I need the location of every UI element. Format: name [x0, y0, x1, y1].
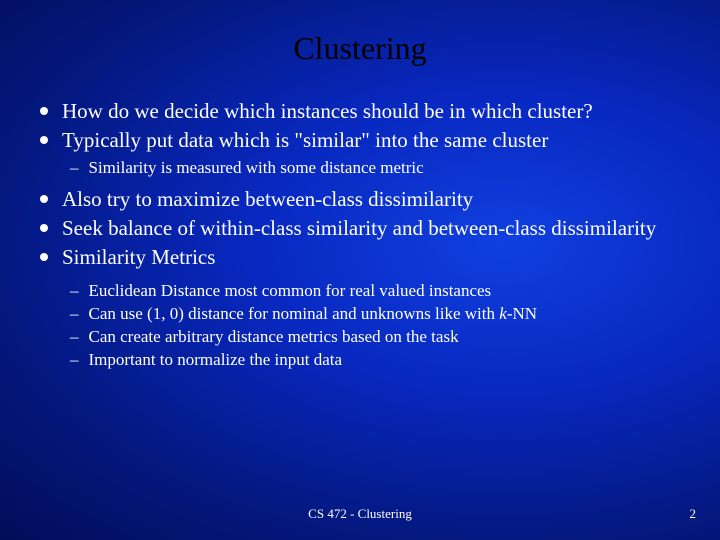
dash-icon: – [70, 349, 79, 370]
bullet-l2: – Similarity is measured with some dista… [70, 157, 680, 178]
bullet-text: Similarity Metrics [62, 244, 680, 270]
bullet-l1: Also try to maximize between-class dissi… [40, 186, 680, 212]
bullet-icon [40, 107, 48, 115]
bullet-icon [40, 224, 48, 232]
bullet-l2: – Can create arbitrary distance metrics … [70, 326, 680, 347]
bullet-l2: – Important to normalize the input data [70, 349, 680, 370]
dash-icon: – [70, 326, 79, 347]
bullet-l1: Seek balance of within-class similarity … [40, 215, 680, 241]
slide: Clustering How do we decide which instan… [0, 0, 720, 540]
dash-icon: – [70, 303, 79, 324]
slide-title: Clustering [0, 30, 720, 67]
slide-number: 2 [690, 506, 697, 522]
bullet-l1: Typically put data which is "similar" in… [40, 127, 680, 153]
bullet-icon [40, 195, 48, 203]
bullet-icon [40, 136, 48, 144]
footer-center: CS 472 - Clustering [0, 506, 720, 522]
bullet-text: Seek balance of within-class similarity … [62, 215, 680, 241]
dash-icon: – [70, 157, 79, 178]
bullet-text: Also try to maximize between-class dissi… [62, 186, 680, 212]
bullet-text: Similarity is measured with some distanc… [89, 157, 681, 178]
bullet-text: Typically put data which is "similar" in… [62, 127, 680, 153]
bullet-l1: How do we decide which instances should … [40, 98, 680, 124]
bullet-text: Euclidean Distance most common for real … [89, 280, 681, 301]
bullet-l1: Similarity Metrics [40, 244, 680, 270]
bullet-icon [40, 253, 48, 261]
bullet-text: Important to normalize the input data [89, 349, 681, 370]
bullet-text: Can create arbitrary distance metrics ba… [89, 326, 681, 347]
slide-content: How do we decide which instances should … [40, 98, 680, 373]
bullet-l2: – Can use (1, 0) distance for nominal an… [70, 303, 680, 324]
bullet-text: How do we decide which instances should … [62, 98, 680, 124]
bullet-l2: – Euclidean Distance most common for rea… [70, 280, 680, 301]
bullet-text: Can use (1, 0) distance for nominal and … [89, 303, 681, 324]
dash-icon: – [70, 280, 79, 301]
